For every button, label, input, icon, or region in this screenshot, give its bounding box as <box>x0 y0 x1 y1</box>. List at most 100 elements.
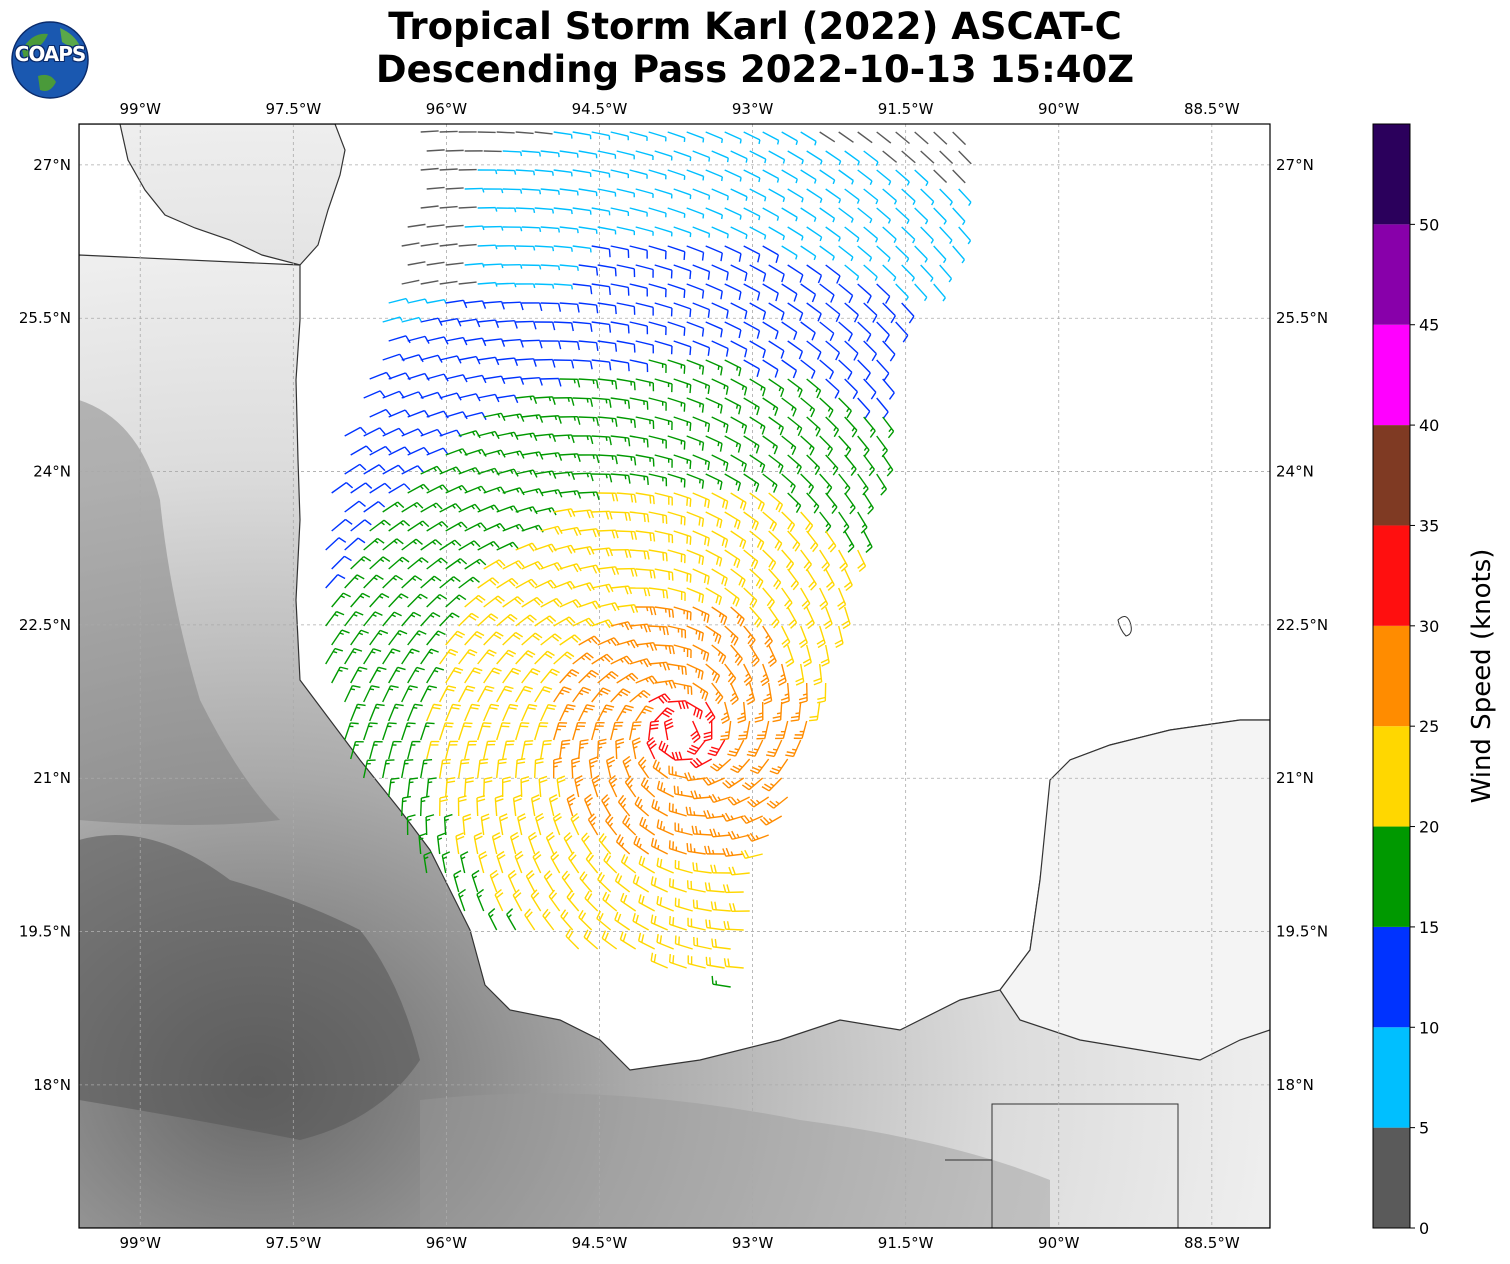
wind-barb <box>705 919 725 931</box>
wind-barb <box>483 703 500 722</box>
wind-barb <box>521 226 542 232</box>
wind-barb <box>958 188 972 207</box>
wind-barb <box>610 397 631 409</box>
wind-barb <box>800 283 817 303</box>
wind-barb <box>520 776 530 798</box>
wind-barb <box>610 131 629 141</box>
wind-barb <box>724 245 742 262</box>
wind-barb <box>540 226 561 233</box>
wind-barb <box>819 397 834 418</box>
wind-barb <box>578 188 598 197</box>
wind-barb <box>619 931 637 950</box>
wind-barb <box>844 492 856 515</box>
wind-barb <box>629 131 648 141</box>
wind-barb <box>591 653 614 665</box>
wind-barb <box>800 359 816 379</box>
land-yucatan <box>999 719 1270 1061</box>
wind-barb <box>705 283 723 300</box>
wind-barb <box>610 548 632 558</box>
wind-barb <box>763 682 773 705</box>
wind-barb <box>563 832 574 855</box>
wind-barb <box>708 793 731 804</box>
wind-barb <box>673 454 692 469</box>
wind-barb <box>703 809 725 820</box>
wind-barb <box>464 448 487 457</box>
wind-barb <box>350 592 371 608</box>
wind-barb <box>548 889 561 912</box>
wind-barb <box>781 435 797 456</box>
wind-barb <box>566 793 576 817</box>
wind-barb <box>749 416 766 435</box>
wind-barb <box>423 851 432 874</box>
wind-barb <box>597 188 617 197</box>
wind-barb <box>724 397 742 415</box>
wind-barb <box>521 596 544 608</box>
wind-barb <box>464 225 485 231</box>
wind-barb <box>876 169 892 186</box>
wind-barb <box>768 606 780 629</box>
wind-barb <box>426 593 448 608</box>
wind-barb <box>844 530 855 553</box>
colorbar-bin <box>1373 625 1410 727</box>
wind-barb <box>439 612 460 627</box>
wind-barb <box>498 813 509 836</box>
wind-barb <box>901 226 916 244</box>
wind-barb <box>420 685 437 703</box>
wind-barb <box>616 226 636 236</box>
wind-barb <box>635 264 654 278</box>
wind-barb <box>496 685 514 703</box>
wind-barb <box>692 150 711 162</box>
wind-barb <box>743 435 760 454</box>
wind-barb <box>901 150 916 164</box>
wind-barb <box>876 207 891 224</box>
wind-barb <box>914 169 929 187</box>
wind-barb <box>825 340 841 361</box>
colorbar-tick-label: 50 <box>1419 215 1439 234</box>
wind-barb <box>534 283 555 289</box>
coaps-globe-logo <box>11 21 89 99</box>
wind-barb <box>445 187 464 190</box>
wind-barb <box>667 397 686 412</box>
wind-barb <box>591 359 612 371</box>
wind-barb <box>540 633 562 646</box>
wind-barb <box>838 435 852 457</box>
wind-barb <box>857 207 873 224</box>
wind-barb <box>654 679 677 689</box>
wind-barb <box>583 929 599 950</box>
wind-barb <box>363 685 380 703</box>
wind-barb <box>705 359 723 376</box>
wind-barb <box>648 131 667 142</box>
wind-barb <box>489 869 499 893</box>
wind-barb <box>806 568 817 591</box>
wind-barb <box>458 540 481 551</box>
wind-barb <box>610 359 630 372</box>
wind-barb <box>819 169 836 185</box>
wind-barb <box>571 756 581 779</box>
wind-barb <box>614 911 631 931</box>
wind-barb <box>445 740 459 760</box>
wind-barb <box>363 390 386 399</box>
wind-barb <box>654 492 673 506</box>
wind-barb <box>388 335 411 344</box>
wind-barb <box>825 568 835 591</box>
wind-barb <box>882 264 897 282</box>
wind-barb <box>477 169 498 175</box>
wind-barb <box>464 594 486 608</box>
wind-barb <box>559 563 582 573</box>
wind-barb <box>438 758 451 779</box>
wind-barb <box>728 866 750 876</box>
wind-barb <box>363 464 386 475</box>
wind-barb <box>610 621 633 631</box>
wind-barb <box>597 226 617 235</box>
wind-barb <box>901 264 915 282</box>
wind-barb <box>407 372 430 381</box>
colorbar-bin <box>1373 324 1410 426</box>
wind-barb <box>420 205 439 209</box>
wind-barb <box>445 149 464 152</box>
wind-barb <box>445 411 468 420</box>
wind-barb <box>496 169 517 175</box>
wind-barb <box>730 530 747 550</box>
wind-barb <box>401 465 424 475</box>
wind-barb <box>477 244 498 250</box>
wind-barb <box>648 511 668 524</box>
